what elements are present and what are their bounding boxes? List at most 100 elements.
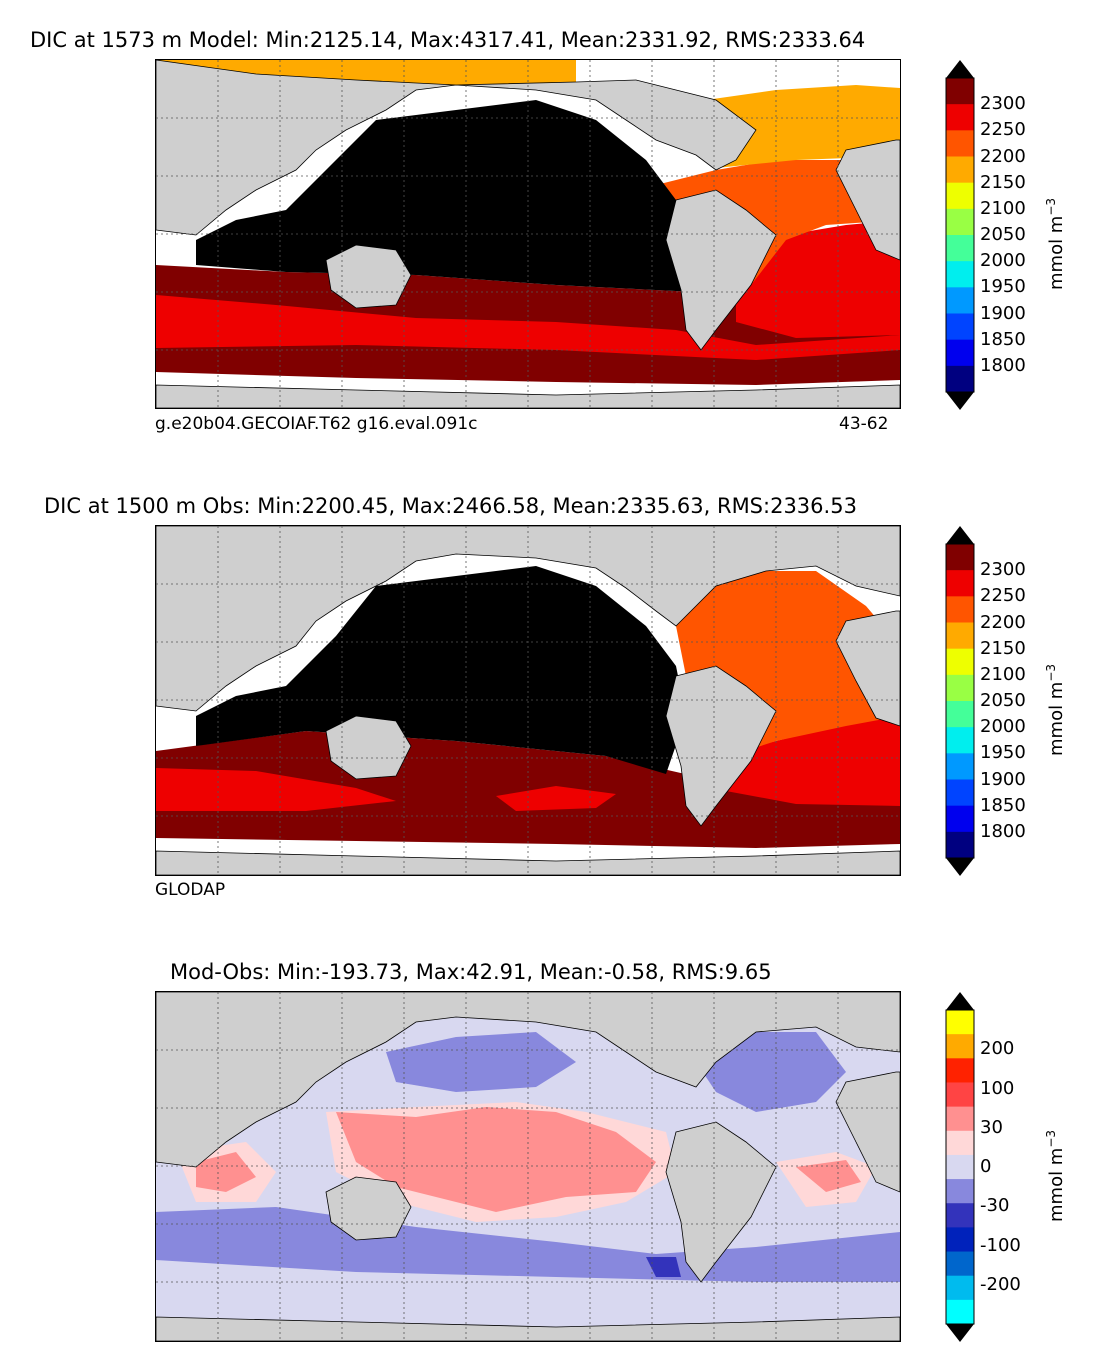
colorbar-tick-label: 2300	[980, 559, 1026, 581]
colorbar-segment	[946, 753, 974, 780]
colorbar-segment	[946, 831, 974, 859]
colorbar-tick-label: 2200	[980, 611, 1026, 633]
colorbar-frame	[945, 77, 975, 393]
obs-south-america	[665, 665, 777, 827]
colorbar-over-triangle	[946, 992, 974, 1010]
model-gridlines	[156, 60, 900, 408]
colorbar-tick-label: 1800	[980, 820, 1026, 842]
colorbar-segment	[946, 1179, 974, 1204]
colorbar-segment	[946, 156, 974, 184]
colorbar-segment	[946, 805, 974, 833]
colorbar-tick-label: -200	[980, 1273, 1021, 1295]
colorbar-segment	[946, 339, 974, 367]
diff-colorbar: 200 100 30 0 -30 -100 -200 mmol m−3	[944, 992, 1074, 1342]
colorbar-segment	[946, 570, 974, 597]
colorbar-segment	[946, 182, 974, 210]
colorbar-segment	[946, 622, 974, 650]
colorbar-segment	[946, 674, 974, 702]
colorbar-tick-label: 2200	[980, 145, 1026, 167]
colorbar-segment	[946, 78, 974, 105]
obs-footnote-left: GLODAP	[155, 880, 226, 900]
diff-pacific-salmon	[336, 1107, 656, 1212]
model-eurasia-north-america	[156, 60, 757, 236]
obs-africa	[835, 610, 900, 727]
colorbar-segment	[946, 727, 974, 754]
obs-colorbar: 2300 2250 2200 2150 2100 2050 2000 1950 1900 1850…	[944, 526, 1074, 876]
colorbar-tick-label: 2150	[980, 637, 1026, 659]
diff-map	[155, 991, 901, 1342]
diff-africa	[835, 1071, 900, 1193]
colorbar-segment	[946, 1299, 974, 1325]
obs-pacific-red	[496, 786, 616, 811]
obs-atlantic-red	[726, 716, 900, 806]
obs-gridlines	[156, 526, 900, 875]
colorbar-tick-label: 0	[980, 1156, 992, 1177]
diff-panel-title: Mod-Obs: Min:-193.73, Max:42.91, Mean:-0…	[170, 960, 772, 984]
obs-pacific-deep	[196, 566, 686, 774]
colorbar-under-triangle	[946, 392, 974, 410]
colorbar-segment	[946, 1082, 974, 1108]
colorbar-tick-label: 1950	[980, 742, 1026, 764]
colorbar-tick-label: 1850	[980, 328, 1026, 350]
colorbar-segment	[946, 1034, 974, 1059]
obs-indian-red	[156, 768, 396, 811]
model-africa	[835, 139, 900, 261]
obs-map-svg	[156, 526, 900, 875]
colorbar-segment	[946, 235, 974, 262]
model-pacific-deep	[196, 100, 696, 292]
colorbar-segment	[946, 596, 974, 623]
diff-map-svg	[156, 992, 900, 1341]
colorbar-segment	[946, 701, 974, 728]
diff-north-atlantic-blue	[696, 1032, 846, 1112]
colorbar-tick-label: 2150	[980, 171, 1026, 193]
colorbar-tick-label: 2050	[980, 690, 1026, 711]
diff-south-america	[665, 1121, 777, 1283]
diff-north-pacific-blue	[386, 1032, 576, 1092]
model-map-svg	[156, 60, 900, 408]
model-footnote-right: 43-62	[839, 414, 889, 434]
colorbar-segment	[946, 261, 974, 288]
colorbar-unit-label: mmol m−3	[1044, 1129, 1067, 1222]
colorbar-tick-label: 2250	[980, 119, 1026, 141]
colorbar-tick-label: 2000	[980, 250, 1026, 272]
colorbar-segment	[946, 1203, 974, 1228]
colorbar-svg	[945, 60, 975, 410]
colorbar-tick-label: 1900	[980, 302, 1026, 324]
model-map	[155, 59, 901, 409]
colorbar-segment	[946, 1227, 974, 1253]
model-colorbar: 2300 2250 2200 2150 2100 2050 2000 1950 1900 1850…	[944, 60, 1074, 410]
model-atlantic-orange	[656, 156, 900, 285]
colorbar-tick-label: 100	[980, 1077, 1015, 1099]
diff-indian-salmon	[196, 1152, 256, 1192]
colorbar-tick-label: 1850	[980, 794, 1026, 816]
colorbar-segment	[946, 648, 974, 676]
colorbar-over-triangle	[946, 526, 974, 544]
colorbar-tick-label: 1950	[980, 276, 1026, 298]
diff-gridlines	[156, 992, 900, 1341]
colorbar-frame	[945, 1009, 975, 1325]
colorbar-unit-label: mmol m−3	[1044, 197, 1067, 290]
colorbar-segment	[946, 104, 974, 131]
model-arctic	[156, 60, 576, 85]
colorbar-segment	[946, 130, 974, 157]
obs-map	[155, 525, 901, 876]
obs-australia	[325, 715, 412, 780]
colorbar-segment	[946, 779, 974, 807]
colorbar-unit-label: mmol m−3	[1044, 663, 1067, 756]
colorbar-tick-label: 1900	[980, 768, 1026, 790]
colorbar-under-triangle	[946, 1324, 974, 1342]
colorbar-tick-label: 2250	[980, 585, 1026, 607]
colorbar-segment	[946, 1058, 974, 1083]
colorbar-frame	[945, 543, 975, 859]
colorbar-segment	[946, 1010, 974, 1035]
model-panel-title: DIC at 1573 m Model: Min:2125.14, Max:43…	[30, 28, 866, 52]
model-south-america	[665, 189, 777, 351]
colorbar-tick-label: -100	[980, 1234, 1021, 1256]
colorbar-tick-label: 2100	[980, 663, 1026, 685]
colorbar-segment	[946, 313, 974, 341]
colorbar-tick-label: 2300	[980, 93, 1026, 115]
colorbar-segment	[946, 208, 974, 236]
colorbar-tick-label: 2000	[980, 716, 1026, 738]
colorbar-segment	[946, 1275, 974, 1301]
colorbar-segment	[946, 1251, 974, 1277]
